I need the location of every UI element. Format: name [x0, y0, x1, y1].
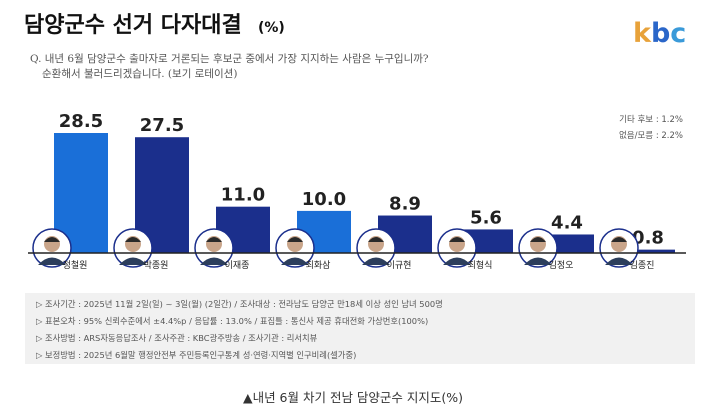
question-line-2: 순환해서 불러드리겠습니다. (보기 로테이션)	[42, 67, 237, 80]
candidate-name-최화삼: 최화삼	[306, 260, 331, 271]
value-label-정철원: 28.5	[59, 111, 103, 132]
value-label-최형식: 5.6	[470, 207, 502, 228]
candidate-photo-박종원	[113, 228, 153, 268]
logo-text: kbc	[633, 18, 686, 49]
candidate-photo-이재종	[194, 228, 234, 268]
candidate-name-김종진: 김종진	[630, 259, 655, 271]
survey-note-weighting: ▷ 보정방법 : 2025년 6월말 행정안전부 주민등록인구통계 성·연령·지…	[36, 350, 356, 360]
value-label-박종원: 27.5	[140, 115, 184, 136]
value-label-김정오: 4.4	[551, 212, 583, 233]
value-label-최화삼: 10.0	[302, 189, 346, 210]
survey-notes-box	[25, 293, 695, 364]
chart-title: 담양군수 선거 다자대결	[24, 13, 242, 38]
other-candidate-text: 기타 후보 : 1.2%	[619, 115, 683, 125]
survey-note-period: ▷ 조사기간 : 2025년 11월 2일(일) ~ 3일(월) (2일간) /…	[36, 299, 443, 309]
candidate-photo-최화삼	[275, 228, 315, 268]
kbc-logo: kbc	[633, 18, 686, 49]
bar-김종진	[621, 249, 675, 253]
candidate-name-이재종: 이재종	[225, 260, 250, 271]
candidate-photo-정철원	[32, 228, 72, 268]
value-label-이규현: 8.9	[389, 194, 421, 215]
candidate-photo-이규현	[356, 228, 396, 268]
none-unknown-text: 없음/모름 : 2.2%	[619, 131, 683, 141]
bars-group: 28.5 정철원 27.5 박종원 11.0 이재종 10.0 최화삼 8.9 이규현 5.6 최형식…	[28, 111, 686, 271]
candidate-photo-최형식	[437, 228, 477, 268]
caption: ▲내년 6월 차기 전남 담양군수 지지도(%)	[243, 390, 463, 405]
survey-note-error: ▷ 표본오차 : 95% 신뢰수준에서 ±4.4%p / 응답률 : 13.0%…	[36, 316, 428, 326]
candidate-photo-김종진	[599, 228, 639, 268]
value-label-이재종: 11.0	[221, 185, 265, 206]
candidate-name-김정오: 김정오	[549, 259, 574, 271]
candidate-name-이규현: 이규현	[387, 260, 412, 271]
question-line-1: Q. 내년 6월 담양군수 출마자로 거론되는 후보군 중에서 가장 지지하는 …	[30, 52, 429, 65]
candidate-name-최형식: 최형식	[468, 260, 493, 271]
candidate-name-정철원: 정철원	[63, 260, 88, 271]
candidate-name-박종원: 박종원	[144, 260, 169, 271]
value-label-김종진: 0.8	[632, 228, 664, 249]
candidate-photo-김정오	[518, 228, 558, 268]
survey-note-method: ▷ 조사방법 : ARS자동응답조사 / 조사주관 : KBC광주방송 / 조사…	[36, 333, 318, 343]
chart-title-unit: (%)	[258, 20, 285, 36]
